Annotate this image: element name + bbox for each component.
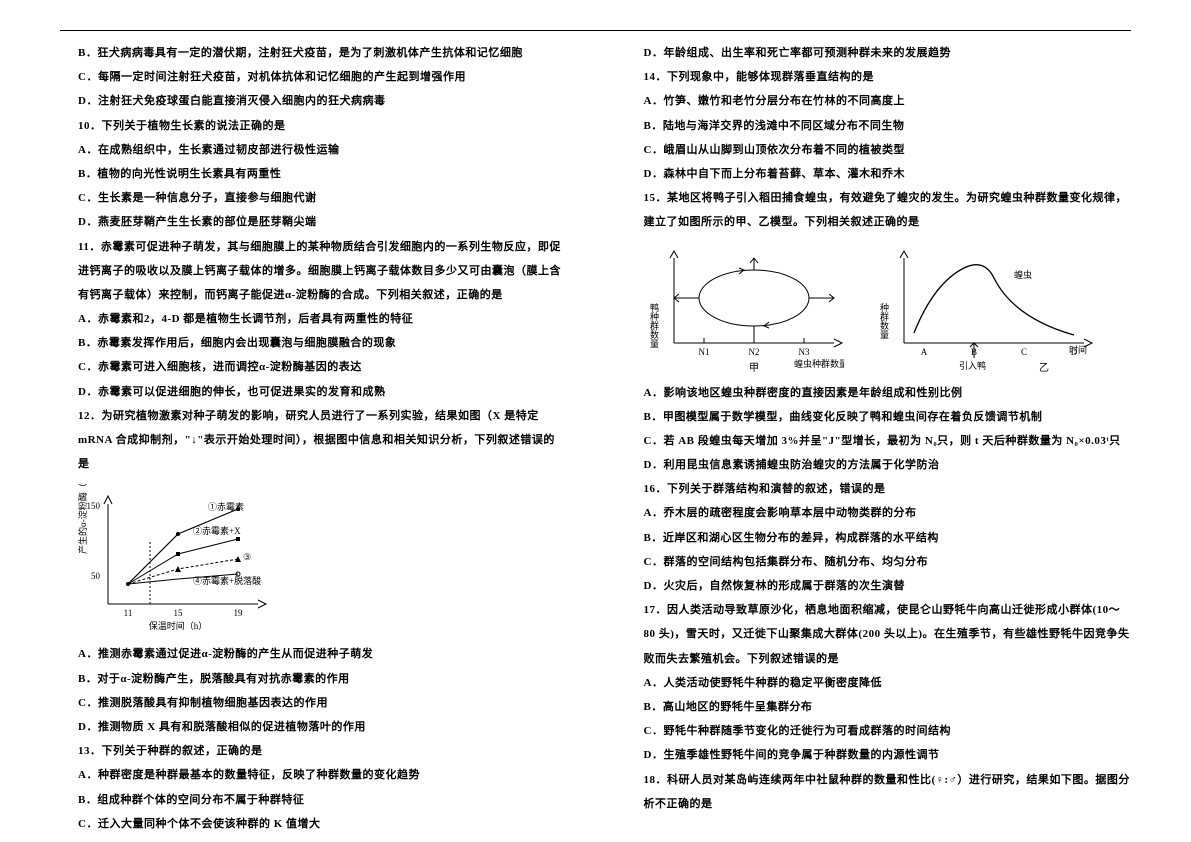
opt-d: D．注射狂犬免疫球蛋白能直接消灭侵入细胞内的狂犬病病毒	[60, 89, 566, 113]
q14-opt-d: D．森林中自下而上分布着苔藓、草本、灌木和乔木	[626, 162, 1132, 186]
fig12-xlabel: 保温时间（h）	[149, 620, 208, 631]
question-11: 11．赤霉素可促进种子萌发，其与细胞膜上的某种物质结合引发细胞内的一系列生物反应…	[60, 235, 566, 308]
question-16: 16．下列关于群落结构和演替的叙述，错误的是	[626, 477, 1132, 501]
question-18: 18．科研人员对某岛屿连续两年中社鼠种群的数量和性比(♀:♂）进行研究，结果如下…	[626, 768, 1132, 816]
q16-opt-c: C．群落的空间结构包括集群分布、随机分布、均匀分布	[626, 550, 1132, 574]
fig15b-x3: C	[1020, 347, 1026, 357]
q15-opt-d: D．利用昆虫信息素诱捕蝗虫防治蝗灾的方法属于化学防治	[626, 453, 1132, 477]
q10-opt-d: D．燕麦胚芽鞘产生生长素的部位是胚芽鞘尖端	[60, 210, 566, 234]
q12-opt-c: C．推测脱落酸具有抑制植物细胞基因表达的作用	[60, 691, 566, 715]
fig15b-arrow: 引入鸭	[959, 360, 986, 371]
fig15a-caption: 甲	[749, 363, 759, 373]
q14-opt-b: B．陆地与海洋交界的浅滩中不同区域分布不同生物	[626, 114, 1132, 138]
question-14: 14．下列现象中，能够体现群落垂直结构的是	[626, 65, 1132, 89]
fig15a-x1: N1	[698, 347, 709, 357]
q10-opt-c: C．生长素是一种信息分子，直接参与细胞代谢	[60, 186, 566, 210]
q12-opt-b: B．对于α-淀粉酶产生，脱落酸具有对抗赤霉素的作用	[60, 667, 566, 691]
q12-opt-a: A．推测赤霉素通过促进α-淀粉酶的产生从而促进种子萌发	[60, 642, 566, 666]
q17-opt-d: D．生殖季雄性野牦牛间的竞争属于种群数量的内源性调节	[626, 743, 1132, 767]
right-column: D．年龄组成、出生率和死亡率都可预测种群未来的发展趋势 14．下列现象中，能够体…	[626, 41, 1132, 836]
q15-opt-b: B．甲图模型属于数学模型，曲线变化反映了鸭和蝗虫间存在着负反馈调节机制	[626, 405, 1132, 429]
fig12-leg4: ④赤霉素+脱落酸	[193, 575, 261, 586]
fig12-x2: 15	[174, 608, 184, 618]
q13-opt-a: A．种群密度是种群最基本的数量特征，反映了种群数量的变化趋势	[60, 763, 566, 787]
question-10: 10．下列关于植物生长素的说法正确的是	[60, 114, 566, 138]
q11-opt-b: B．赤霉素发挥作用后，细胞内会出现囊泡与细胞膜融合的现象	[60, 331, 566, 355]
q10-opt-b: B．植物的向光性说明生长素具有两重性	[60, 162, 566, 186]
q14-opt-a: A．竹笋、嫩竹和老竹分层分布在竹林的不同高度上	[626, 89, 1132, 113]
q16-opt-a: A．乔木层的疏密程度会影响草本层中动物类群的分布	[626, 501, 1132, 525]
q11-opt-c: C．赤霉素可进入细胞核，进而调控α-淀粉酶基因的表达	[60, 355, 566, 379]
q17-opt-b: B．高山地区的野牦牛呈集群分布	[626, 695, 1132, 719]
fig15b-caption: 乙	[1039, 362, 1049, 373]
fig12-ymax: 150	[87, 501, 101, 511]
fig15b-x1: A	[920, 347, 927, 357]
fig15b-xlabel: 时间	[1069, 344, 1087, 355]
q16-opt-b: B．近岸区和湖心区生物分布的差异，构成群落的水平结构	[626, 526, 1132, 550]
q11-opt-d: D．赤霉素可以促进细胞的伸长，也可促进果实的发育和成熟	[60, 380, 566, 404]
fig12-x3: 19	[234, 608, 244, 618]
q17-opt-c: C．野牦牛种群随季节变化的迁徙行为可看成群落的时间结构	[626, 719, 1132, 743]
q15-opt-c: C．若 AB 段蝗虫每天增加 3%并呈"J"型增长，最初为 N₀只，则 t 天后…	[626, 429, 1132, 453]
two-column-layout: B．狂犬病病毒具有一定的潜伏期，注射狂犬疫苗，是为了刺激机体产生抗体和记忆细胞 …	[60, 41, 1131, 836]
left-column: B．狂犬病病毒具有一定的潜伏期，注射狂犬疫苗，是为了刺激机体产生抗体和记忆细胞 …	[60, 41, 566, 836]
fig15a-x2: N2	[748, 347, 759, 357]
opt-c: C．每隔一定时间注射狂犬疫苗，对机体抗体和记忆细胞的产生起到增强作用	[60, 65, 566, 89]
chart-15b-svg: 种群数量 蝗虫 A B C D 引入鸭 时间 乙	[874, 243, 1094, 373]
chart-12-svg: 产生的α-淀粉酶（mg） 150 50 ①赤霉素 ②赤霉素+X ③ ④赤霉素+脱…	[78, 484, 278, 634]
q12-opt-d: D．推测物质 X 具有和脱落酸相似的促进植物落叶的作用	[60, 715, 566, 739]
fig15a-x3: N3	[798, 347, 809, 357]
fig15b-label: 蝗虫	[1014, 269, 1032, 280]
fig12-ymid: 50	[91, 571, 101, 581]
fig12-x1: 11	[124, 608, 133, 618]
q13-opt-c: C．迁入大量同种个体不会使该种群的 K 值增大	[60, 812, 566, 836]
opt-b: B．狂犬病病毒具有一定的潜伏期，注射狂犬疫苗，是为了刺激机体产生抗体和记忆细胞	[60, 41, 566, 65]
question-12: 12．为研究植物激素对种子萌发的影响，研究人员进行了一系列实验，结果如图（X 是…	[60, 404, 566, 477]
q14-opt-c: C．峨眉山从山脚到山顶依次分布着不同的植被类型	[626, 138, 1132, 162]
q15-opt-a: A．影响该地区蝗虫种群密度的直接因素是年龄组成和性别比例	[626, 381, 1132, 405]
top-rule	[60, 30, 1131, 31]
fig15a-ylabel: 鸭种群数量	[649, 301, 659, 347]
figure-15: 鸭种群数量 N1 N2 N3 蝗虫种群数量 甲	[644, 243, 1132, 373]
fig12-leg1: ①赤霉素	[208, 501, 244, 512]
question-15: 15．某地区将鸭子引入稻田捕食蝗虫，有效避免了蝗灾的发生。为研究蝗虫种群数量变化…	[626, 186, 1132, 234]
question-17: 17．因人类活动导致草原沙化，栖息地面积缩减，使昆仑山野牦牛向高山迁徙形成小群体…	[626, 598, 1132, 671]
fig12-leg2: ②赤霉素+X	[193, 525, 241, 536]
fig12-ylabel: 产生的α-淀粉酶（mg）	[78, 484, 88, 554]
q10-opt-a: A．在成熟组织中，生长素通过韧皮部进行极性运输	[60, 138, 566, 162]
fig12-leg3: ③	[243, 552, 251, 562]
q17-opt-a: A．人类活动使野牦牛种群的稳定平衡密度降低	[626, 671, 1132, 695]
question-13: 13．下列关于种群的叙述，正确的是	[60, 739, 566, 763]
fig15b-ylabel: 种群数量	[879, 301, 889, 338]
chart-15a-svg: 鸭种群数量 N1 N2 N3 蝗虫种群数量 甲	[644, 243, 844, 373]
fig15a-xlabel: 蝗虫种群数量	[794, 358, 844, 369]
q16-opt-d: D．火灾后，自然恢复林的形成属于群落的次生演替	[626, 574, 1132, 598]
q13-opt-d: D．年龄组成、出生率和死亡率都可预测种群未来的发展趋势	[626, 41, 1132, 65]
figure-12: 产生的α-淀粉酶（mg） 150 50 ①赤霉素 ②赤霉素+X ③ ④赤霉素+脱…	[78, 484, 566, 634]
q13-opt-b: B．组成种群个体的空间分布不属于种群特征	[60, 788, 566, 812]
q11-opt-a: A．赤霉素和2，4-D 都是植物生长调节剂，后者具有两重性的特征	[60, 307, 566, 331]
